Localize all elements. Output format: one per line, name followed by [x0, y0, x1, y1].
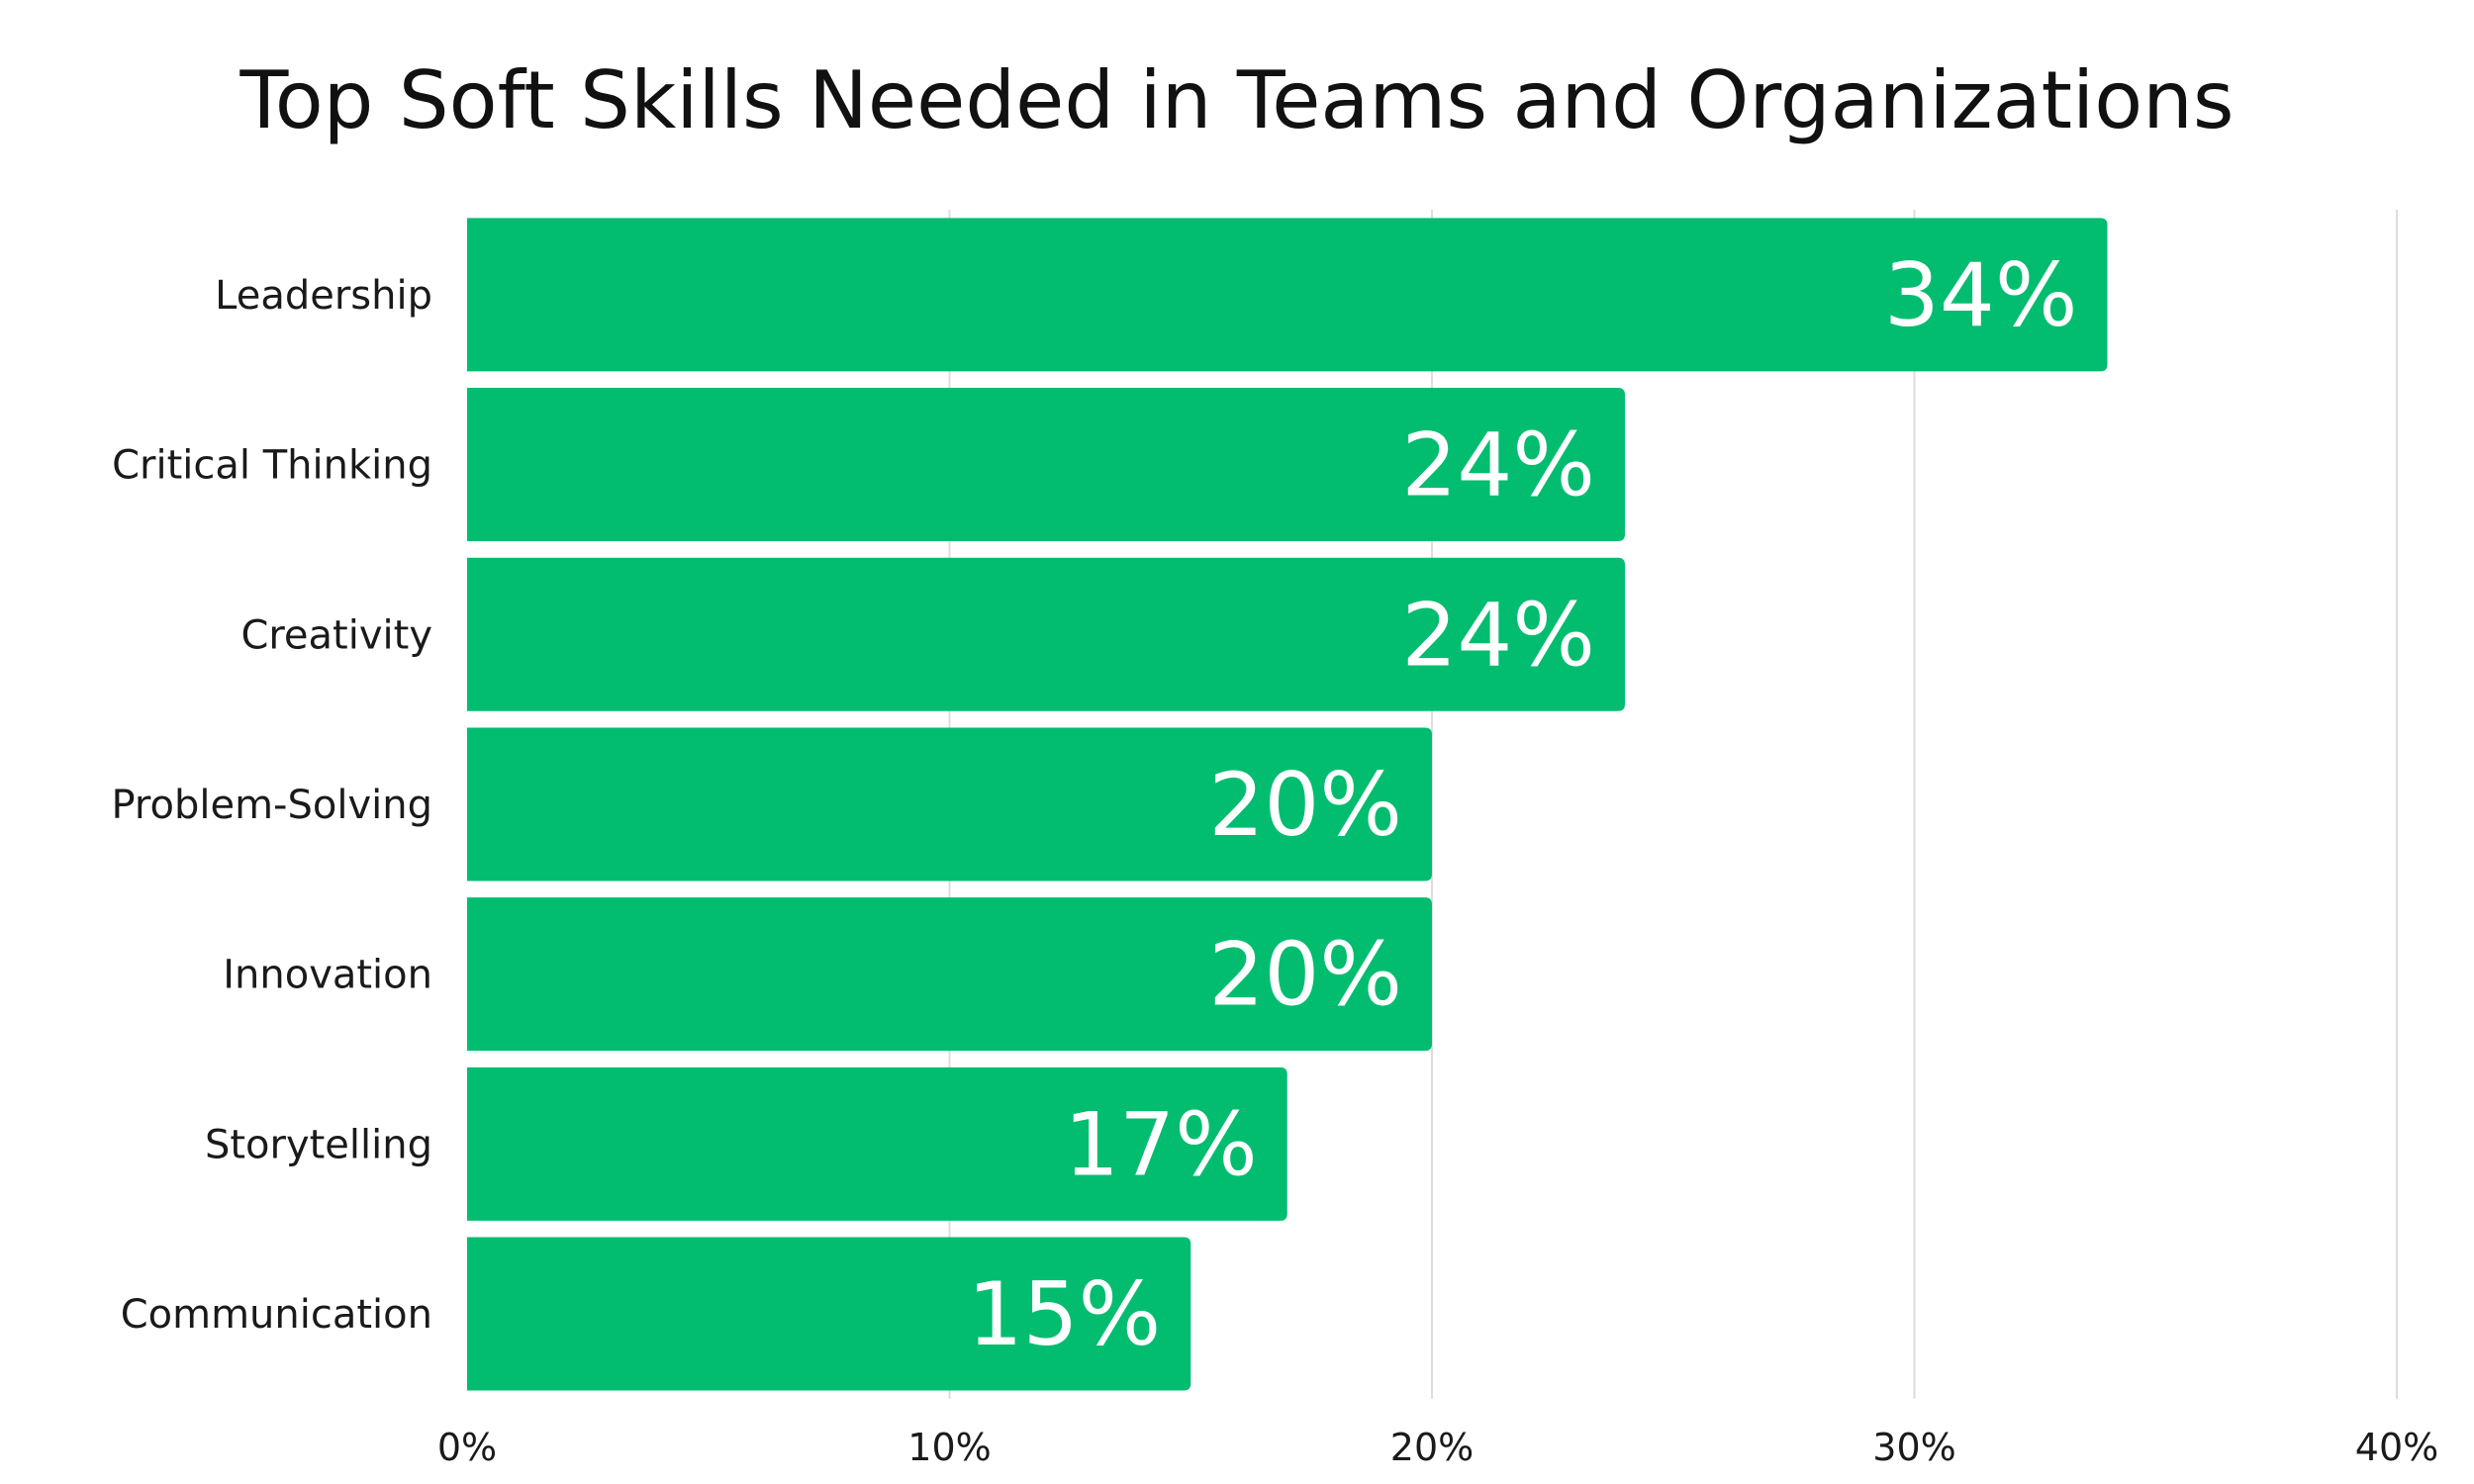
- bar: [467, 218, 2108, 372]
- x-tick-label: 10%: [907, 1426, 991, 1469]
- bar: [467, 727, 1432, 881]
- bars: 34% 24% 24% 20% 20% 17% 15%: [467, 218, 2108, 1391]
- category-label: Critical Thinking: [112, 443, 432, 489]
- chart-title: Top Soft Skills Needed in Teams and Orga…: [239, 54, 2235, 146]
- bar-value-label: 15%: [968, 1263, 1162, 1365]
- bar-value-label: 24%: [1401, 584, 1595, 686]
- bar: [467, 1067, 1287, 1221]
- x-tick-label: 0%: [437, 1426, 497, 1469]
- category-labels: Leadership Critical Thinking Creativity Pro…: [112, 273, 432, 1338]
- x-axis-ticks: 0% 10% 20% 30% 40%: [437, 1426, 2438, 1469]
- category-label: Problem-Solving: [112, 783, 432, 828]
- x-tick-label: 40%: [2355, 1426, 2438, 1469]
- bar: [467, 388, 1625, 542]
- category-label: Communication: [121, 1292, 432, 1338]
- bar: [467, 1237, 1191, 1391]
- bar-value-label: 20%: [1208, 924, 1402, 1026]
- category-label: Storytelling: [205, 1122, 432, 1167]
- category-label: Innovation: [223, 953, 432, 998]
- bar-value-label: 34%: [1884, 244, 2078, 346]
- bar: [467, 557, 1625, 711]
- bar-value-label: 17%: [1064, 1093, 1258, 1195]
- x-tick-label: 20%: [1390, 1426, 1474, 1469]
- category-label: Creativity: [240, 612, 432, 658]
- bar: [467, 897, 1432, 1052]
- x-tick-label: 30%: [1872, 1426, 1955, 1469]
- bar-value-label: 20%: [1208, 754, 1402, 856]
- bar-value-label: 24%: [1401, 415, 1595, 516]
- category-label: Leadership: [215, 273, 432, 319]
